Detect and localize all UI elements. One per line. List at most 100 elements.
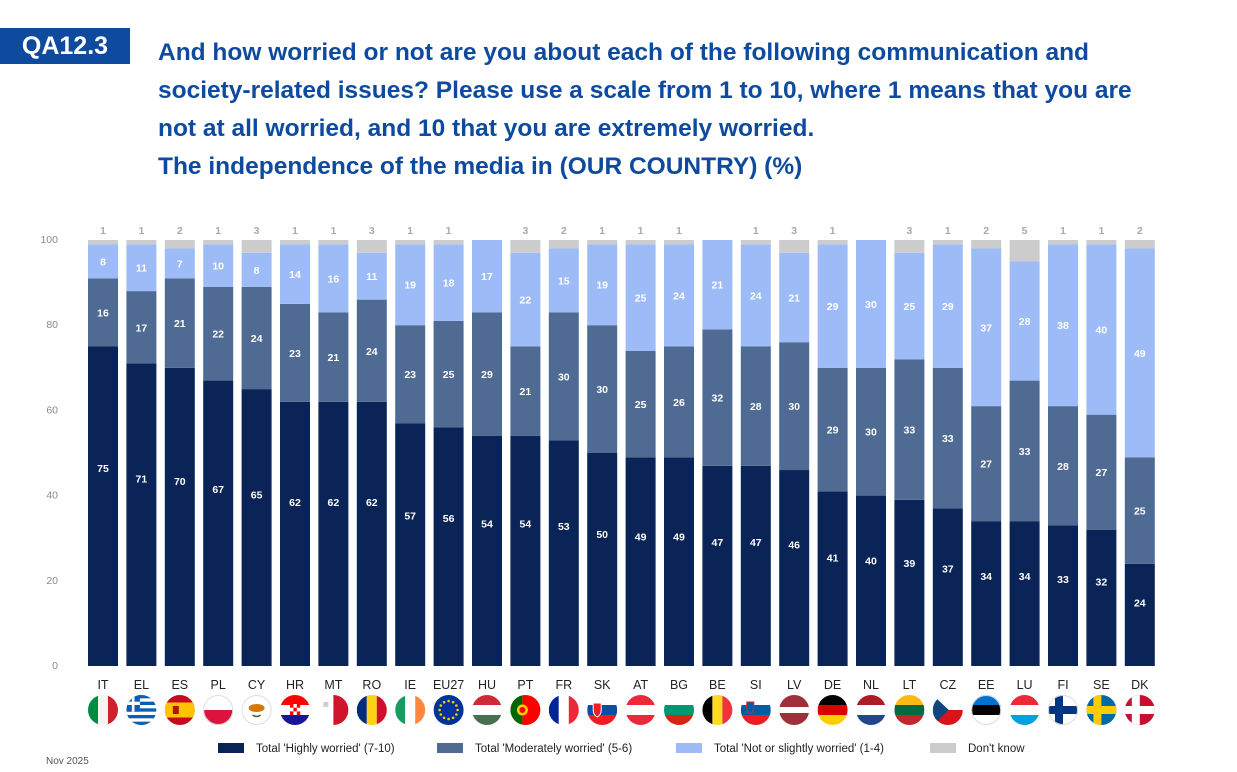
data-label: 50 <box>596 529 608 541</box>
bar-segment <box>126 240 157 245</box>
bar-segment <box>88 240 118 245</box>
data-label: 53 <box>558 521 570 533</box>
bar-segment <box>126 244 157 292</box>
bar-segment <box>88 278 118 347</box>
portugal-flag-icon <box>510 695 541 725</box>
bar-segment <box>1124 563 1155 666</box>
bar-segment <box>664 240 694 245</box>
dont-know-label: 1 <box>638 225 644 237</box>
bar-segment <box>1086 240 1117 245</box>
dont-know-label: 1 <box>1060 225 1066 237</box>
denmark-flag-icon <box>1124 695 1155 725</box>
x-tick-label: ES <box>171 678 188 692</box>
bar-segment <box>932 240 963 245</box>
dont-know-label: 3 <box>906 225 912 237</box>
bar-segment <box>164 240 195 249</box>
bar-segment <box>433 244 464 321</box>
data-label: 56 <box>443 513 455 525</box>
data-label: 33 <box>1019 446 1031 458</box>
dont-know-label: 1 <box>407 225 413 237</box>
data-label: 16 <box>97 307 109 319</box>
dont-know-label: 3 <box>522 225 528 237</box>
belgium-flag-icon <box>702 695 733 725</box>
data-label: 22 <box>212 329 224 341</box>
bar-segment <box>203 286 234 381</box>
legend-label: Total 'Highly worried' (7-10) <box>256 743 395 755</box>
dont-know-label: 1 <box>830 225 836 237</box>
bar-segment <box>395 244 426 326</box>
ireland-flag-icon <box>395 695 426 725</box>
bar-segment <box>894 359 925 500</box>
bar-segment <box>779 470 810 666</box>
data-label: 26 <box>673 397 685 409</box>
bar-segment <box>395 240 426 245</box>
spain-flag-icon <box>164 695 195 725</box>
bar-segment <box>280 240 310 245</box>
dont-know-label: 3 <box>369 225 375 237</box>
data-label: 21 <box>712 280 724 292</box>
romania-flag-icon <box>356 695 387 725</box>
data-label: 29 <box>827 301 839 313</box>
bar-segment <box>1009 521 1040 666</box>
dont-know-label: 1 <box>446 225 452 237</box>
legend-label: Total 'Moderately worried' (5-6) <box>475 743 632 755</box>
x-tick-label: SK <box>594 678 611 692</box>
x-tick-label: LV <box>787 678 802 692</box>
bar-segment <box>1009 261 1040 381</box>
bar-segment <box>126 363 157 666</box>
bar-segment <box>856 367 886 496</box>
data-label: 10 <box>212 261 224 273</box>
dont-know-label: 5 <box>1022 225 1028 237</box>
bar-segment <box>1048 406 1078 526</box>
x-tick-label: RO <box>362 678 381 692</box>
bar-segment <box>395 325 426 424</box>
data-label: 19 <box>596 280 608 292</box>
data-label: 24 <box>1134 598 1146 610</box>
data-label: 24 <box>750 290 762 302</box>
bar-segment <box>548 440 579 666</box>
y-tick-label: 20 <box>46 575 58 587</box>
question-line-2: society-related issues? Please use a sca… <box>158 77 1132 104</box>
bar-segment <box>625 350 656 458</box>
bar-segment <box>894 252 925 360</box>
data-label: 54 <box>520 518 532 530</box>
bar-segment <box>241 252 272 287</box>
legend-label: Total 'Not or slightly worried' (1-4) <box>714 743 884 755</box>
bar-segment <box>779 252 810 343</box>
dont-know-label: 1 <box>100 225 106 237</box>
estonia-flag-icon <box>971 695 1002 725</box>
x-tick-label: EU27 <box>433 678 464 692</box>
data-label: 25 <box>1134 506 1146 518</box>
data-label: 33 <box>904 425 916 437</box>
data-label: 32 <box>1096 576 1108 588</box>
x-tick-label: LU <box>1017 678 1033 692</box>
bar-segment <box>894 499 925 666</box>
bar-segment <box>88 346 118 666</box>
data-label: 39 <box>904 558 916 570</box>
x-tick-label: HR <box>286 678 304 692</box>
poland-flag-icon <box>203 695 234 725</box>
data-label: 21 <box>174 318 186 330</box>
sweden-flag-icon <box>1086 695 1117 725</box>
bar-segment <box>356 252 387 300</box>
bar-segment <box>510 346 541 436</box>
bar-segment <box>971 521 1002 666</box>
bar-segment <box>817 367 848 492</box>
x-tick-label: DE <box>824 678 841 692</box>
data-label: 11 <box>136 263 147 275</box>
data-label: 23 <box>289 348 301 360</box>
survey-date: Nov 2025 <box>46 756 89 767</box>
bar-segment <box>510 252 541 347</box>
bar-segment <box>164 248 195 279</box>
bar-segment <box>88 244 118 279</box>
croatia-flag-icon <box>280 695 310 725</box>
data-label: 30 <box>865 427 877 439</box>
bar-segment <box>1048 240 1078 245</box>
bar-segment <box>740 240 771 245</box>
bar-segment <box>932 244 963 368</box>
data-label: 19 <box>404 280 416 292</box>
bar-segment <box>971 406 1002 522</box>
data-label: 30 <box>558 371 570 383</box>
bar-segment <box>318 401 349 666</box>
